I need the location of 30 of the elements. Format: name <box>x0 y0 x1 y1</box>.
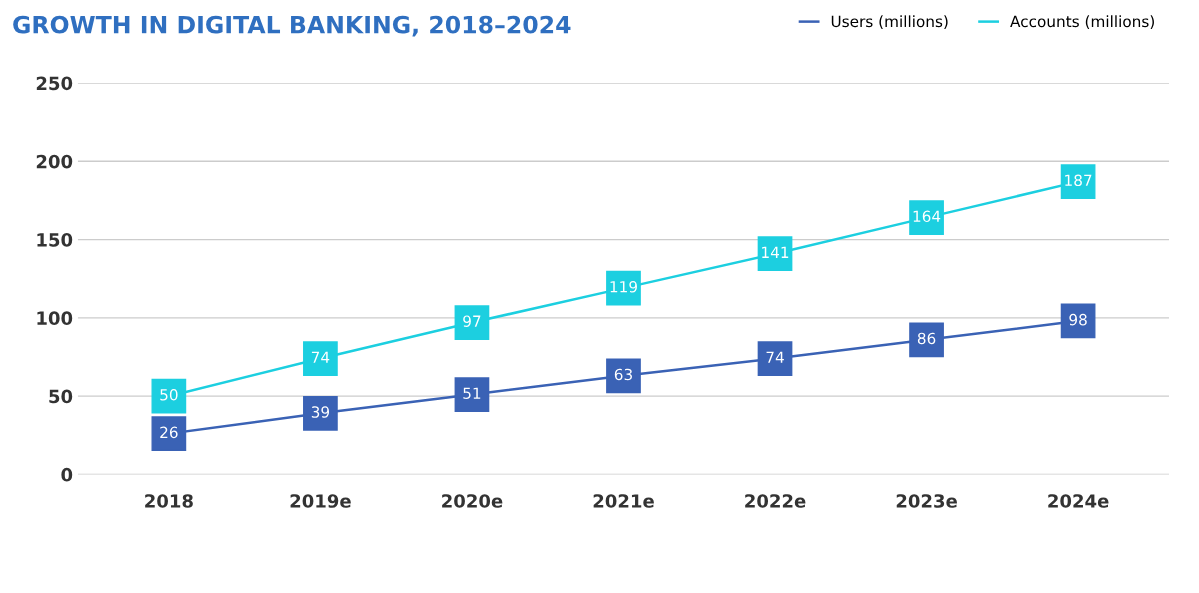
data-label: 50 <box>160 389 178 401</box>
data-label: 51 <box>463 387 481 399</box>
x-tick-label: 2021e <box>593 494 654 508</box>
data-label: 119 <box>610 280 637 293</box>
y-tick-label: 0 <box>61 467 73 482</box>
data-label: 98 <box>1069 313 1087 326</box>
data-label: 74 <box>766 351 784 363</box>
legend-label: Accounts (millions) <box>1010 15 1154 29</box>
x-tick-label: 2023e <box>896 494 957 508</box>
data-label: 39 <box>311 406 330 418</box>
data-label: 74 <box>311 351 330 363</box>
x-tick-label: 2018 <box>145 494 193 508</box>
data-label: 187 <box>1065 174 1092 187</box>
data-label: 141 <box>762 246 789 258</box>
x-tick-label: 2020e <box>442 494 503 508</box>
data-label: 86 <box>917 332 936 345</box>
y-tick-label: 150 <box>37 233 73 247</box>
x-tick-label: 2024e <box>1048 494 1109 508</box>
y-tick-label: 50 <box>49 389 73 404</box>
chart-title: GROWTH IN DIGITAL BANKING, 2018–2024 <box>13 15 571 37</box>
data-label: 26 <box>160 426 178 439</box>
data-label: 97 <box>463 315 481 327</box>
y-tick-label: 100 <box>37 311 73 325</box>
legend-label: Users (millions) <box>831 15 948 29</box>
data-label: 63 <box>614 368 632 381</box>
x-tick-label: 2019e <box>290 494 351 508</box>
y-tick-label: 250 <box>36 76 73 91</box>
x-tick-label: 2022e <box>745 494 806 508</box>
data-label: 164 <box>913 210 941 223</box>
y-tick-label: 200 <box>36 154 73 169</box>
